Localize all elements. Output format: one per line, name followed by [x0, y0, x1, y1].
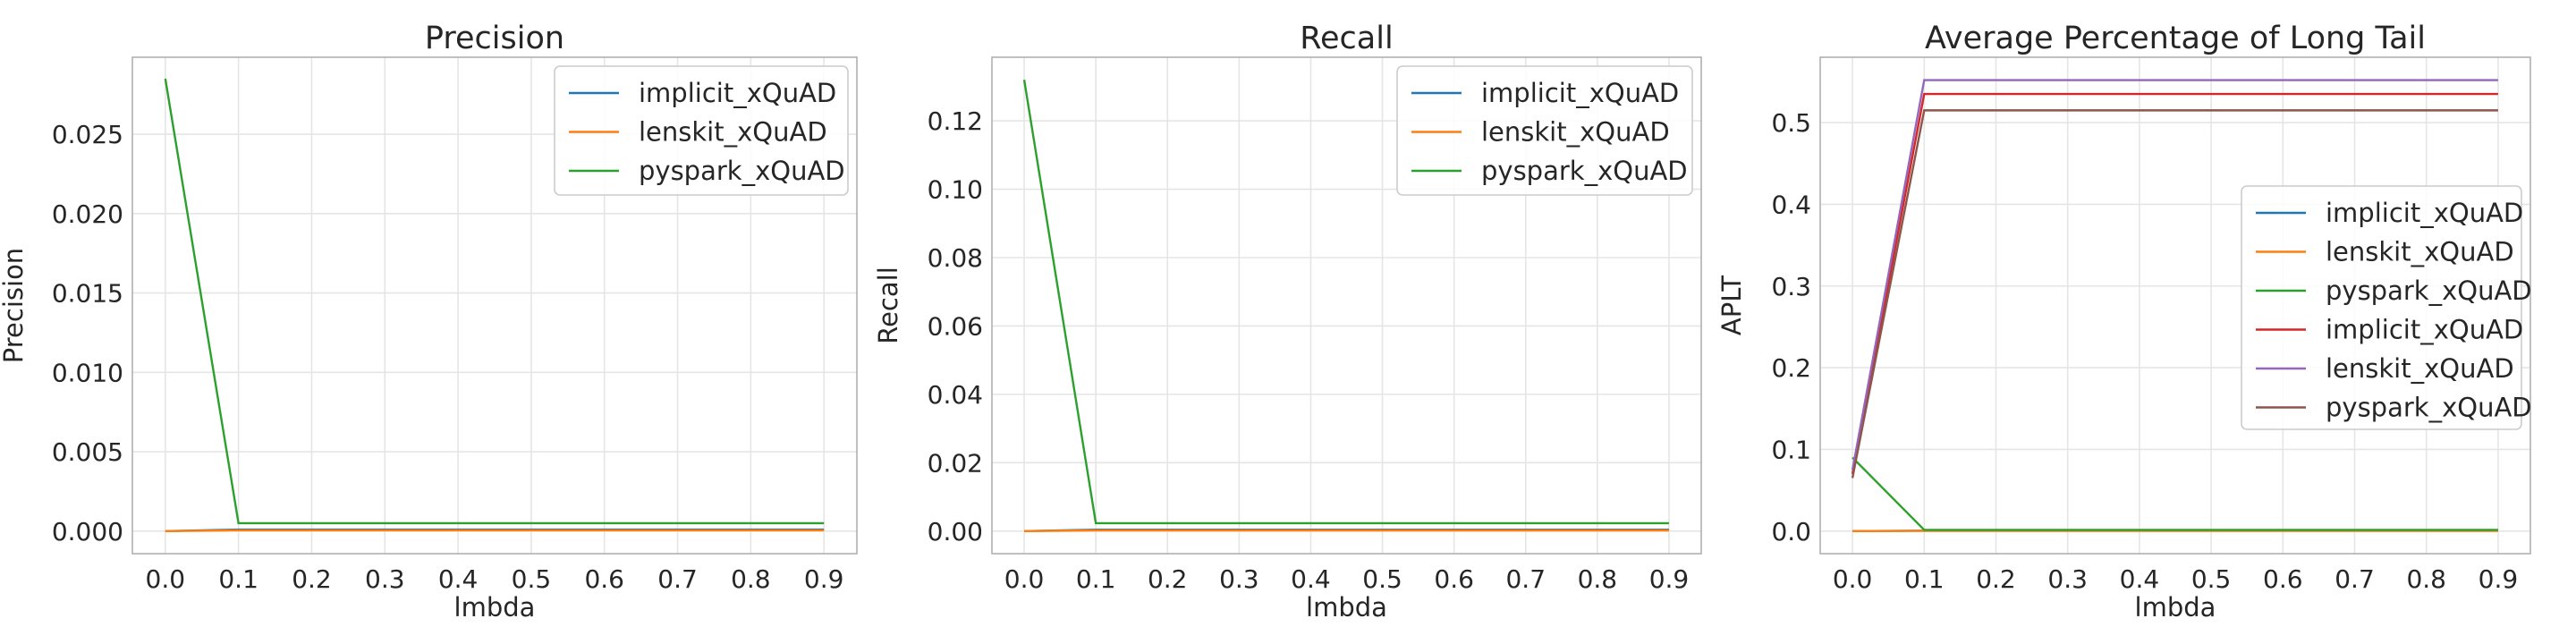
- y-tick-label: 0.02: [928, 448, 983, 478]
- x-tick-label: 0.7: [2334, 564, 2375, 594]
- x-tick-label: 0.2: [1976, 564, 2016, 594]
- axes-frame: [1819, 56, 2531, 555]
- legend-entry: pyspark_xQuAD: [639, 156, 845, 186]
- chart-title: Precision: [425, 21, 564, 56]
- series-line-4: [1851, 92, 2498, 475]
- y-axis-label: Recall: [873, 267, 903, 344]
- y-tick-label: 0.12: [928, 106, 983, 136]
- x-tick-label: 0.9: [1649, 564, 1690, 594]
- x-tick-label: 0.9: [2479, 564, 2519, 594]
- x-tick-label: 0.8: [1578, 564, 1618, 594]
- legend-box: [554, 65, 849, 196]
- legend-entry: pyspark_xQuAD: [2326, 275, 2532, 306]
- chart-panel-2: 0.0 0.1 0.2 0.3 0.4 0.5 0.6 0.7 0.8 0.9 0.00 0.02 0.…: [873, 21, 1702, 623]
- x-tick-label: 0.7: [657, 564, 698, 594]
- y-tick-label: 0.0: [1771, 517, 1811, 547]
- series-line-3: [1022, 80, 1669, 525]
- legend-entry: pyspark_xQuAD: [2326, 393, 2532, 423]
- x-axis-label: lmbda: [2135, 592, 2216, 623]
- y-tick-label: 0.015: [52, 279, 123, 309]
- x-tick-label: 0.1: [1904, 564, 1945, 594]
- x-tick-label: 0.0: [1004, 564, 1045, 594]
- legend-entry: lenskit_xQuAD: [1481, 117, 1670, 148]
- series-line-5: [1851, 79, 2498, 470]
- x-tick-label: 0.6: [1434, 564, 1474, 594]
- x-tick-label: 0.1: [1076, 564, 1116, 594]
- legend-entry: implicit_xQuAD: [2326, 198, 2523, 228]
- y-tick-label: 0.4: [1771, 190, 1811, 219]
- x-tick-label: 0.8: [731, 564, 771, 594]
- chart-panel-1: 0.0 0.1 0.2 0.3 0.4 0.5 0.6 0.7 0.8 0.9 0.000 0.005…: [0, 21, 858, 623]
- series-line-2: [1024, 529, 1669, 532]
- x-tick-label: 0.3: [1219, 564, 1259, 594]
- y-tick-label: 0.5: [1771, 108, 1811, 138]
- y-tick-label: 0.06: [928, 311, 983, 341]
- legend-entry: implicit_xQuAD: [1481, 78, 1679, 108]
- x-tick-label: 0.1: [218, 564, 258, 594]
- y-tick-label: 0.2: [1771, 353, 1811, 383]
- legend-entry: implicit_xQuAD: [639, 78, 836, 108]
- x-tick-label: 0.0: [146, 564, 186, 594]
- x-tick-label: 0.8: [2406, 564, 2446, 594]
- y-axis-label: Precision: [0, 248, 29, 363]
- y-tick-label: 0.08: [928, 243, 983, 273]
- legend: implicit_xQuAD lenskit_xQuAD pyspark_xQuAD: [1396, 65, 1693, 196]
- x-tick-label: 0.2: [1148, 564, 1188, 594]
- legend: implicit_xQuAD lenskit_xQuAD pyspark_xQuAD: [554, 65, 849, 196]
- x-axis-label: lmbda: [1306, 592, 1387, 623]
- x-tick-label: 0.6: [2263, 564, 2303, 594]
- chart-panel-3: 0.0 0.1 0.2 0.3 0.4 0.5 0.6 0.7 0.8 0.9 0.0 0.1 0.2 0…: [1716, 21, 2532, 623]
- x-tick-label: 0.5: [2191, 564, 2232, 594]
- x-tick-label: 0.5: [1362, 564, 1402, 594]
- x-tick-label: 0.4: [438, 564, 479, 594]
- legend: implicit_xQuAD lenskit_xQuAD pyspark_xQuAD…: [2241, 185, 2532, 430]
- axes-frame: [991, 56, 1702, 555]
- x-tick-label: 0.4: [1291, 564, 1331, 594]
- y-tick-label: 0.1: [1771, 435, 1811, 464]
- series-line-2: [165, 529, 825, 532]
- legend-box: [1396, 65, 1693, 196]
- x-tick-label: 0.0: [1833, 564, 1873, 594]
- x-tick-label: 0.3: [2047, 564, 2088, 594]
- x-tick-label: 0.3: [365, 564, 405, 594]
- y-tick-label: 0.000: [52, 517, 123, 547]
- y-tick-label: 0.3: [1771, 272, 1811, 301]
- y-tick-label: 0.10: [928, 175, 983, 205]
- legend-entry: lenskit_xQuAD: [2326, 353, 2514, 384]
- y-tick-label: 0.005: [52, 437, 123, 467]
- y-axis-label: APLT: [1716, 275, 1747, 335]
- y-tick-label: 0.025: [52, 120, 123, 149]
- y-tick-label: 0.04: [928, 380, 983, 410]
- y-tick-label: 0.00: [928, 517, 983, 547]
- chart-title: Average Percentage of Long Tail: [1925, 21, 2426, 56]
- chart-title: Recall: [1300, 21, 1393, 56]
- y-tick-label: 0.010: [52, 358, 123, 387]
- x-tick-label: 0.5: [512, 564, 552, 594]
- x-tick-label: 0.4: [2120, 564, 2160, 594]
- series-line-6: [1851, 109, 2498, 479]
- series-line-3: [1852, 456, 2498, 531]
- x-tick-label: 0.6: [584, 564, 624, 594]
- x-tick-label: 0.9: [804, 564, 844, 594]
- legend-entry: lenskit_xQuAD: [639, 117, 827, 148]
- x-tick-label: 0.7: [1505, 564, 1546, 594]
- legend-entry: lenskit_xQuAD: [2326, 237, 2514, 267]
- legend-box: [2241, 185, 2522, 430]
- x-tick-label: 0.2: [292, 564, 332, 594]
- legend-entry: pyspark_xQuAD: [1481, 156, 1688, 186]
- series-line-3: [164, 78, 825, 525]
- axes-frame: [131, 56, 858, 555]
- x-axis-label: lmbda: [454, 592, 536, 623]
- legend-entry: implicit_xQuAD: [2326, 315, 2523, 345]
- y-tick-label: 0.020: [52, 199, 123, 229]
